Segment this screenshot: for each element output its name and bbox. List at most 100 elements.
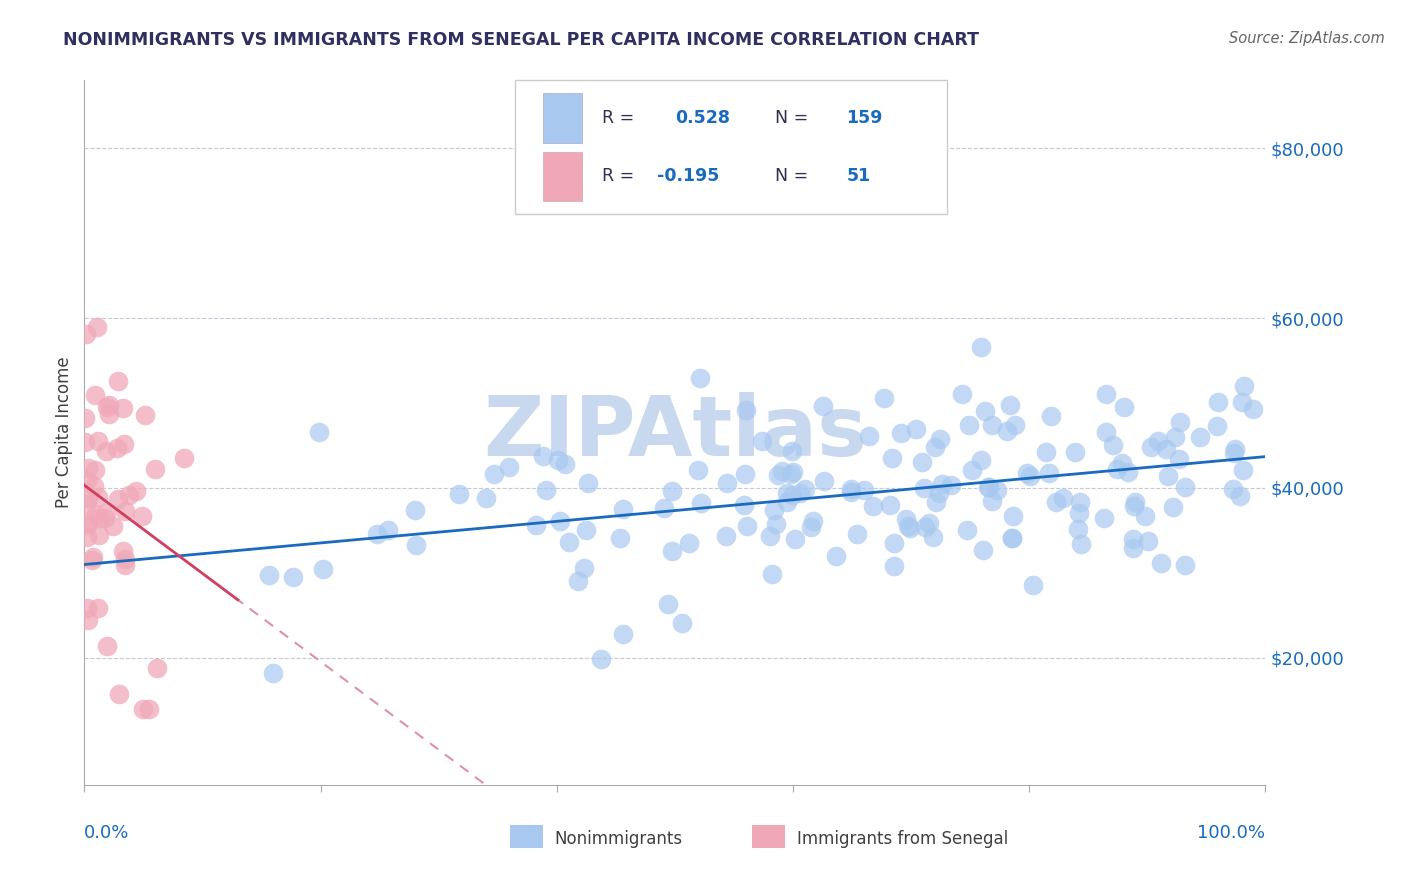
Point	[813, 400, 835, 414]
Point	[77, 613, 100, 627]
Point	[87, 434, 110, 448]
Point	[84, 508, 107, 522]
Point	[690, 496, 713, 510]
Point	[1150, 556, 1173, 570]
Point	[531, 449, 554, 463]
Point	[914, 520, 936, 534]
Point	[904, 422, 927, 436]
Point	[873, 391, 896, 405]
Point	[97, 398, 120, 412]
Point	[75, 435, 97, 450]
Point	[716, 529, 738, 543]
Point	[1001, 508, 1024, 523]
Point	[852, 483, 875, 498]
Point	[96, 639, 118, 653]
Point	[84, 388, 107, 402]
Point	[759, 528, 782, 542]
Point	[921, 530, 943, 544]
Point	[780, 443, 803, 458]
Point	[824, 549, 846, 564]
Point	[766, 467, 789, 482]
Point	[1147, 434, 1170, 448]
Point	[924, 440, 946, 454]
Point	[1174, 558, 1197, 573]
Point	[785, 532, 807, 546]
Point	[173, 450, 195, 465]
Point	[956, 523, 979, 537]
Point	[112, 437, 135, 451]
Point	[1067, 522, 1090, 536]
Point	[839, 483, 862, 497]
Point	[1157, 469, 1180, 483]
Point	[1095, 425, 1118, 440]
Bar	[543, 152, 582, 201]
Point	[76, 600, 98, 615]
Point	[801, 515, 824, 529]
Point	[1122, 499, 1144, 513]
Text: ZIPAtlas: ZIPAtlas	[482, 392, 868, 473]
Point	[1095, 387, 1118, 401]
Point	[536, 483, 558, 498]
Point	[1052, 491, 1074, 505]
Point	[96, 444, 118, 458]
Point	[890, 425, 912, 440]
Point	[765, 516, 787, 531]
Point	[83, 479, 105, 493]
Text: -0.195: -0.195	[657, 168, 720, 186]
Point	[311, 562, 333, 576]
Point	[1105, 462, 1128, 476]
Text: 100.0%: 100.0%	[1198, 823, 1265, 842]
Point	[1135, 508, 1157, 523]
Point	[114, 558, 136, 573]
Point	[76, 517, 98, 532]
Point	[678, 536, 700, 550]
Point	[998, 398, 1021, 412]
Text: 51: 51	[846, 168, 870, 186]
Point	[1230, 395, 1253, 409]
Point	[972, 543, 994, 558]
Point	[262, 665, 284, 680]
Point	[84, 463, 107, 477]
Point	[111, 401, 134, 415]
Point	[143, 462, 166, 476]
Point	[1164, 430, 1187, 444]
Point	[813, 474, 835, 488]
Point	[281, 569, 304, 583]
Point	[482, 467, 505, 481]
Point	[780, 467, 803, 481]
Point	[145, 661, 167, 675]
Point	[1229, 489, 1251, 503]
Point	[366, 526, 388, 541]
Point	[82, 553, 104, 567]
Point	[1188, 430, 1211, 444]
Point	[609, 531, 631, 545]
Point	[107, 492, 129, 507]
Point	[1140, 441, 1163, 455]
Point	[1154, 442, 1177, 456]
Point	[929, 432, 952, 446]
Point	[1015, 467, 1038, 481]
Point	[928, 486, 950, 500]
Point	[661, 543, 683, 558]
Point	[138, 701, 160, 715]
Bar	[509, 825, 543, 848]
Point	[686, 463, 709, 477]
Point	[1069, 495, 1091, 509]
Point	[981, 418, 1004, 433]
Point	[86, 490, 108, 504]
Point	[1022, 578, 1045, 592]
Point	[77, 461, 100, 475]
Point	[1168, 415, 1191, 429]
Point	[858, 429, 880, 443]
Point	[839, 484, 862, 499]
Point	[1111, 456, 1133, 470]
Point	[498, 459, 520, 474]
Point	[82, 549, 104, 564]
FancyBboxPatch shape	[516, 80, 946, 214]
Point	[1206, 395, 1229, 409]
Point	[897, 518, 920, 533]
Point	[134, 408, 156, 422]
Point	[1136, 534, 1159, 549]
Text: NONIMMIGRANTS VS IMMIGRANTS FROM SENEGAL PER CAPITA INCOME CORRELATION CHART: NONIMMIGRANTS VS IMMIGRANTS FROM SENEGAL…	[63, 31, 979, 49]
Point	[733, 498, 755, 512]
